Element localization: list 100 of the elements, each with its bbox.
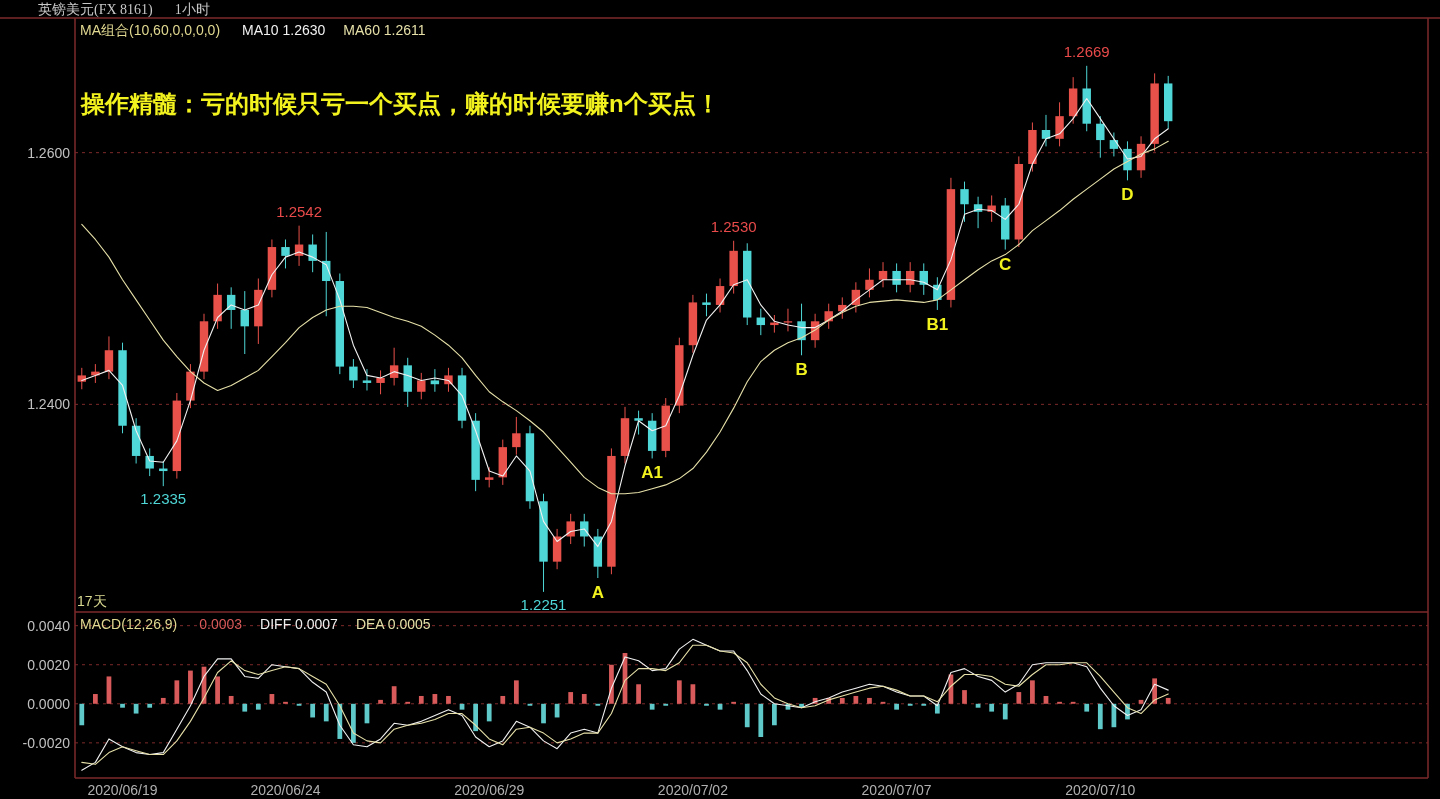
candlestick (702, 293, 711, 317)
annotation: B1 (926, 314, 949, 334)
candlestick (1096, 115, 1105, 159)
x-tick-label: 2020/07/02 (657, 782, 729, 798)
annotation: 17天 (77, 593, 107, 609)
bar (867, 697, 872, 704)
candlestick (566, 513, 575, 545)
bar (255, 703, 261, 710)
annotation: D (1121, 185, 1134, 205)
chart-subtitle: 1小时 (174, 2, 210, 17)
bar (772, 703, 777, 726)
candlestick (484, 466, 494, 488)
annotation: 1.2335 (140, 490, 187, 508)
bar (147, 703, 153, 708)
bar (79, 703, 85, 726)
bar (894, 703, 899, 710)
candlestick (417, 372, 426, 400)
candlestick (715, 278, 725, 313)
text: DIFF 0.0007 (260, 616, 339, 632)
legend-title: MA组合(10,60,0,0,0,0) (80, 22, 221, 38)
annotation: B (795, 360, 808, 380)
bar (541, 703, 546, 724)
x-tick-label: 2020/06/24 (250, 782, 321, 798)
bar (228, 695, 234, 704)
bar (1097, 703, 1103, 730)
y-tick-label: 0.0020 (27, 656, 71, 673)
x-tick-label: 2020/07/10 (1065, 782, 1136, 798)
bar (568, 692, 574, 704)
bar (160, 697, 166, 704)
bar (609, 664, 614, 704)
bar (839, 697, 845, 704)
text: DEA 0.0005 (355, 616, 431, 632)
y-tick-label: 0.0000 (27, 695, 71, 712)
candlestick (376, 369, 385, 395)
annotation: 1.2669 (1063, 42, 1110, 60)
candlestick (77, 367, 86, 390)
bar (1030, 680, 1035, 704)
candlestick (960, 181, 969, 223)
candlestick (104, 335, 114, 380)
candlestick (512, 416, 521, 456)
y-tick-label: 1.2400 (27, 396, 71, 413)
annotation: A (591, 583, 604, 603)
annotation: 操作精髓：亏的时候只亏一个买点，赚的时候要赚n个买点！ (80, 90, 720, 117)
bar (1002, 703, 1008, 720)
candlestick (878, 261, 888, 288)
bar (473, 703, 478, 732)
bar (310, 703, 316, 718)
bar (962, 690, 967, 704)
candlestick (362, 368, 372, 392)
x-tick-label: 2020/07/07 (861, 782, 932, 798)
y-tick-label: 1.2600 (27, 144, 71, 161)
y-tick-label: 0.0040 (27, 617, 71, 634)
bar (486, 703, 492, 722)
bar (174, 680, 180, 704)
bar (188, 670, 193, 704)
x-tick-label: 2020/06/19 (87, 782, 158, 798)
bar (500, 695, 506, 704)
candlestick (145, 447, 154, 477)
candlestick (783, 308, 793, 332)
bar (92, 694, 98, 704)
annotation: C (999, 254, 1012, 274)
bar (378, 699, 383, 704)
candlestick (634, 410, 643, 436)
candlestick (430, 368, 440, 393)
bar (1084, 703, 1090, 712)
candlestick (865, 267, 874, 298)
candlestick (240, 290, 249, 355)
bar (581, 694, 587, 704)
bar (391, 686, 397, 704)
candlestick (308, 233, 317, 273)
text: MA60 1.2611 (343, 22, 426, 38)
bar (418, 695, 424, 704)
candlestick (1055, 101, 1064, 147)
annotation: 1.2530 (710, 217, 757, 235)
text: 0.0003 (199, 616, 243, 632)
bar (744, 703, 750, 728)
bar (649, 703, 655, 710)
bar (1016, 692, 1022, 704)
y-tick-label: -0.0020 (22, 734, 71, 751)
bar (215, 676, 220, 704)
annotation: 1.2542 (276, 202, 323, 220)
bar (989, 703, 995, 712)
candlestick (281, 238, 290, 269)
bar (351, 703, 356, 743)
bar (853, 695, 859, 704)
bar (1165, 697, 1171, 704)
x-tick-label: 2020/06/29 (454, 782, 525, 798)
candlestick (349, 358, 358, 389)
bar (676, 680, 682, 704)
bar (758, 703, 764, 737)
bar (636, 684, 641, 704)
bar (323, 703, 329, 722)
candlestick (892, 262, 901, 293)
chart-title: 英镑美元(FX 8161) (38, 2, 154, 18)
bar (513, 680, 519, 704)
legend-title: MACD(12,26,9) (80, 616, 178, 632)
text: MA10 1.2630 (242, 22, 326, 38)
bar (120, 703, 125, 708)
annotation: A1 (641, 463, 664, 483)
bar (242, 703, 248, 712)
